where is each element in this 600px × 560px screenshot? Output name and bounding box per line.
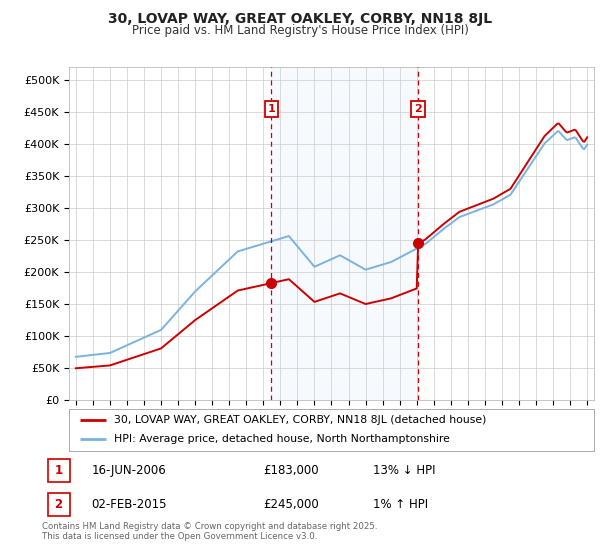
Text: 2: 2 xyxy=(55,498,62,511)
Text: £183,000: £183,000 xyxy=(263,464,319,477)
Text: Contains HM Land Registry data © Crown copyright and database right 2025.
This d: Contains HM Land Registry data © Crown c… xyxy=(42,522,377,542)
Text: 13% ↓ HPI: 13% ↓ HPI xyxy=(373,464,436,477)
Text: Price paid vs. HM Land Registry's House Price Index (HPI): Price paid vs. HM Land Registry's House … xyxy=(131,24,469,37)
Text: 2: 2 xyxy=(414,104,422,114)
Text: £245,000: £245,000 xyxy=(263,498,319,511)
Text: 1: 1 xyxy=(55,464,62,477)
Text: 02-FEB-2015: 02-FEB-2015 xyxy=(92,498,167,511)
Bar xyxy=(271,67,418,400)
Text: 1% ↑ HPI: 1% ↑ HPI xyxy=(373,498,428,511)
Text: 30, LOVAP WAY, GREAT OAKLEY, CORBY, NN18 8JL: 30, LOVAP WAY, GREAT OAKLEY, CORBY, NN18… xyxy=(108,12,492,26)
Text: HPI: Average price, detached house, North Northamptonshire: HPI: Average price, detached house, Nort… xyxy=(113,435,449,445)
Text: 30, LOVAP WAY, GREAT OAKLEY, CORBY, NN18 8JL (detached house): 30, LOVAP WAY, GREAT OAKLEY, CORBY, NN18… xyxy=(113,415,486,425)
Bar xyxy=(47,493,70,516)
Text: 1: 1 xyxy=(267,104,275,114)
Bar xyxy=(47,459,70,482)
Text: 16-JUN-2006: 16-JUN-2006 xyxy=(92,464,166,477)
